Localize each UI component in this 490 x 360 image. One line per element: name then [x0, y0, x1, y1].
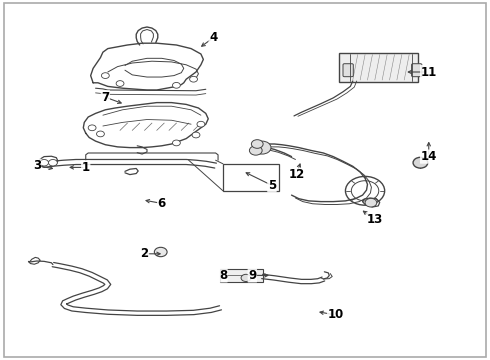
Bar	[223, 164, 279, 191]
Circle shape	[192, 132, 200, 138]
Circle shape	[413, 157, 428, 168]
Circle shape	[40, 159, 49, 166]
FancyBboxPatch shape	[412, 64, 422, 77]
Circle shape	[97, 131, 104, 137]
Text: 3: 3	[33, 159, 41, 172]
Circle shape	[241, 274, 251, 282]
Circle shape	[172, 140, 180, 146]
Text: 6: 6	[158, 197, 166, 210]
Circle shape	[172, 82, 180, 88]
Text: 14: 14	[420, 150, 437, 163]
Text: 10: 10	[327, 309, 344, 321]
Circle shape	[190, 76, 197, 82]
Circle shape	[251, 140, 263, 148]
Text: 7: 7	[101, 91, 109, 104]
Circle shape	[197, 121, 205, 127]
Circle shape	[365, 198, 377, 207]
Circle shape	[88, 125, 96, 131]
Circle shape	[154, 247, 167, 257]
Text: 1: 1	[82, 161, 90, 174]
Text: 8: 8	[219, 269, 227, 282]
Text: 12: 12	[288, 168, 305, 181]
Circle shape	[116, 81, 124, 86]
Circle shape	[101, 73, 109, 78]
Text: 13: 13	[367, 213, 383, 226]
Text: 9: 9	[248, 269, 256, 282]
Circle shape	[249, 146, 262, 155]
FancyBboxPatch shape	[343, 64, 353, 77]
Text: 4: 4	[209, 31, 217, 44]
FancyBboxPatch shape	[220, 269, 263, 282]
Circle shape	[253, 141, 271, 154]
Text: 11: 11	[420, 66, 437, 78]
FancyBboxPatch shape	[339, 53, 418, 82]
Text: 2: 2	[141, 247, 148, 260]
Circle shape	[49, 159, 57, 166]
Text: 5: 5	[268, 179, 276, 192]
